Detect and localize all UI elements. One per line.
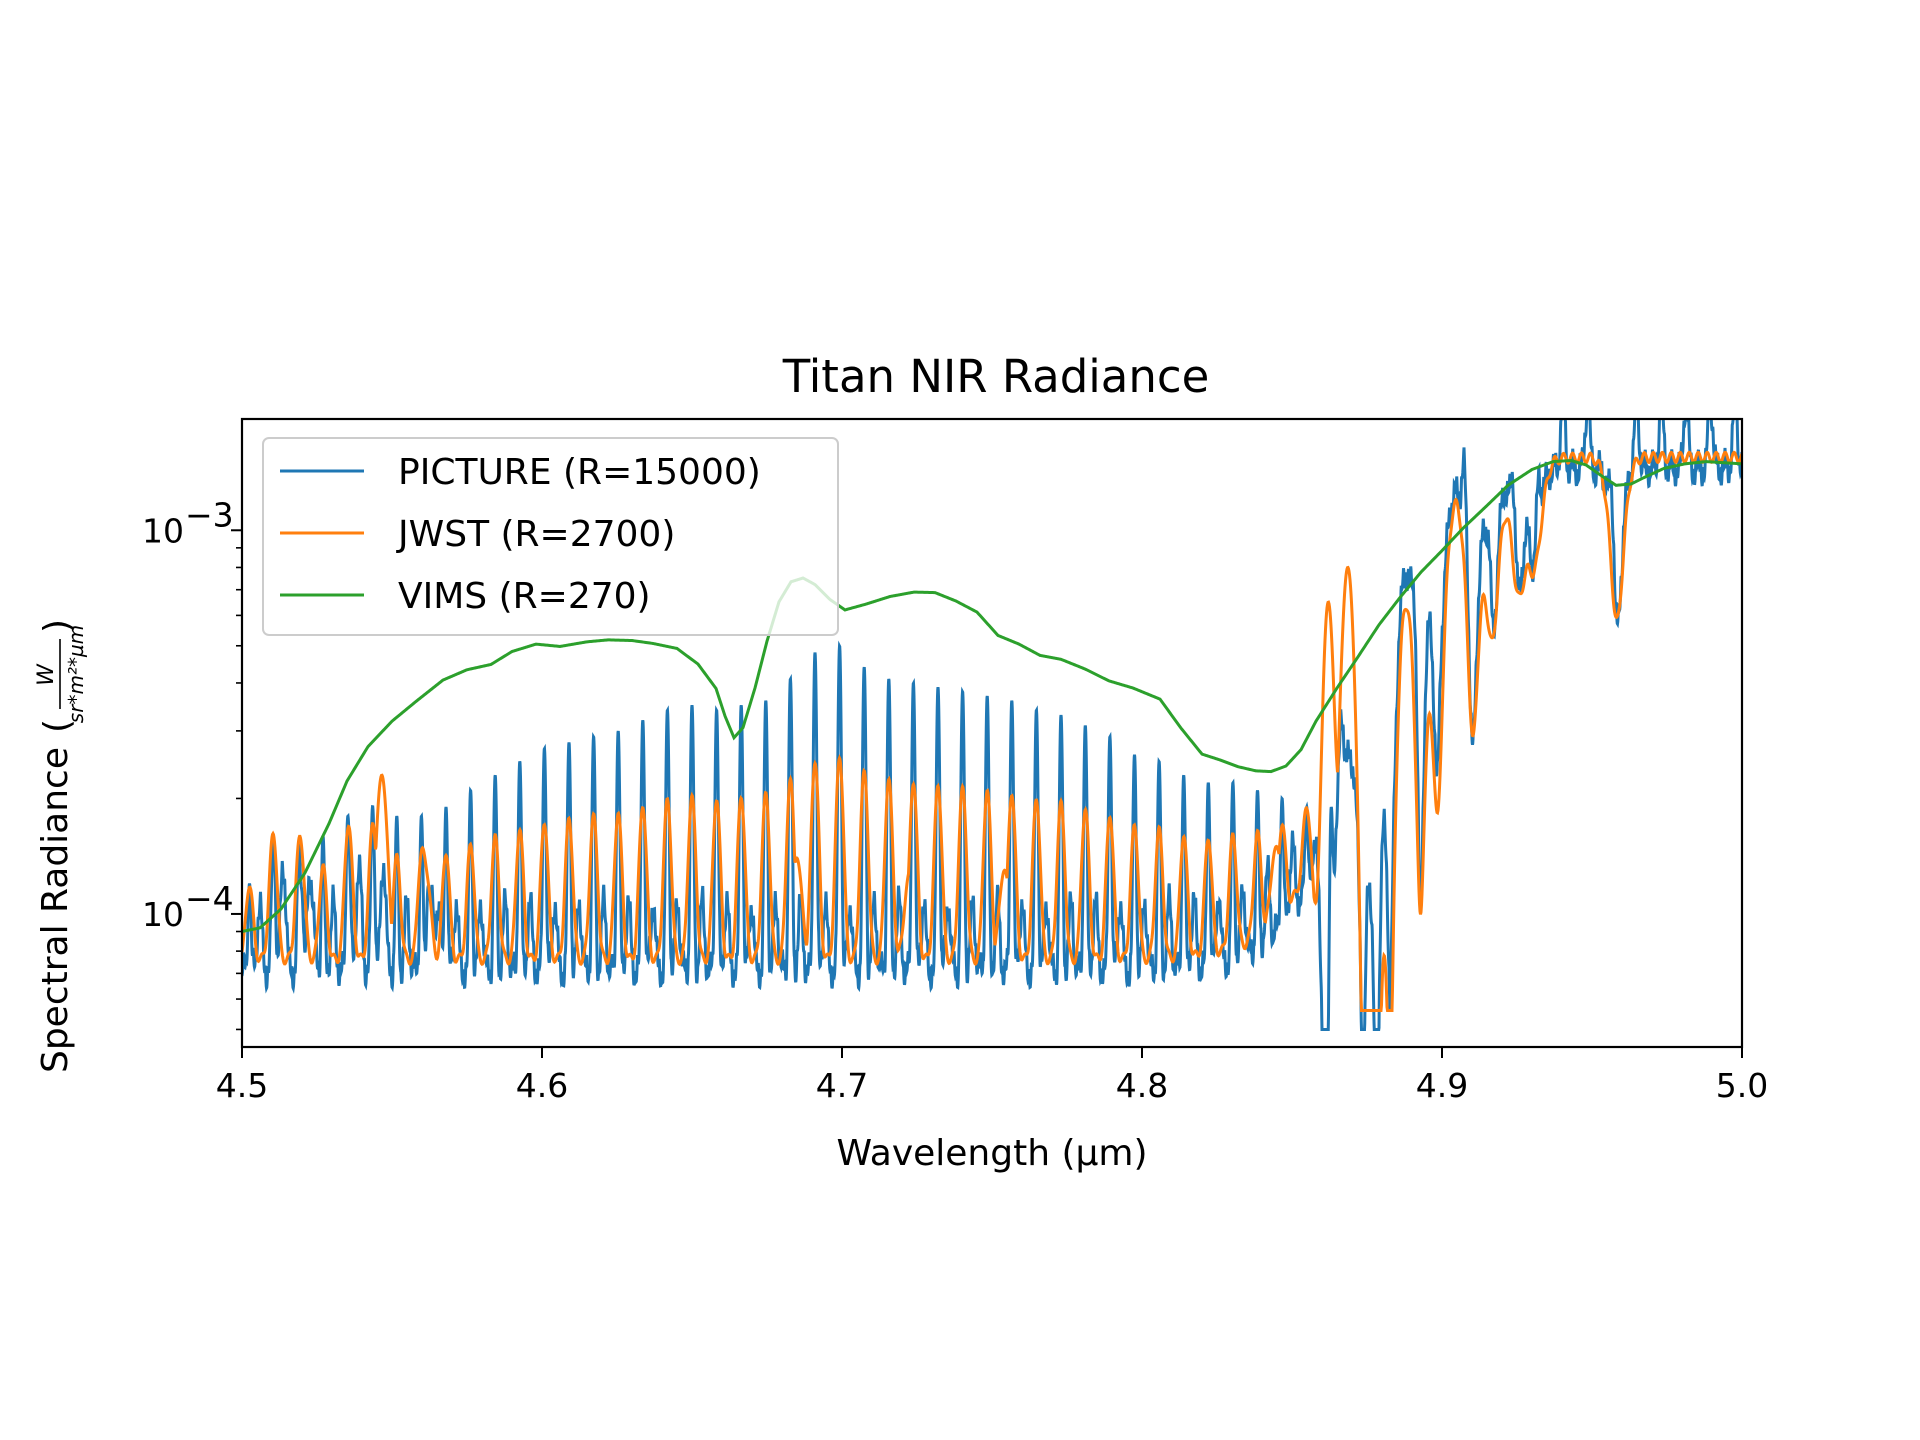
legend-label-jwst: JWST (R=2700)	[396, 514, 675, 555]
y-tick-label-exponent: −3	[185, 495, 234, 534]
x-tick-label: 4.9	[1416, 1066, 1468, 1105]
x-tick-label: 4.8	[1116, 1066, 1168, 1105]
legend: PICTURE (R=15000) JWST (R=2700) VIMS (R=…	[262, 437, 839, 636]
y-axis-label-group: Spectral Radiance ( W sr*m²*µm )	[34, 619, 88, 1073]
y-axis-unit-close: )	[37, 619, 78, 633]
y-axis-unit-open: (	[37, 719, 78, 733]
legend-label-picture: PICTURE (R=15000)	[398, 452, 761, 493]
series-line-jwst	[242, 450, 1742, 1013]
y-axis-label: Spectral Radiance	[35, 747, 76, 1073]
chart-title: Titan NIR Radiance	[782, 350, 1210, 403]
x-tick-label: 4.6	[516, 1066, 568, 1105]
plot-area	[242, 419, 1742, 1031]
x-tick-label: 4.7	[816, 1066, 868, 1105]
y-axis-unit-denominator: sr*m²*µm	[64, 625, 88, 723]
x-tick-label: 4.5	[216, 1066, 268, 1105]
series-line-picture	[242, 419, 1742, 1031]
y-tick-label-exponent: −4	[185, 879, 234, 918]
legend-label-vims: VIMS (R=270)	[398, 576, 651, 617]
y-axis-unit-numerator: W	[34, 663, 59, 686]
y-axis: 10−410−3	[142, 495, 242, 1031]
legend-box	[262, 437, 839, 636]
y-tick-label: 10	[142, 511, 184, 550]
x-axis: 4.5 4.6 4.7 4.8 4.9 5.0	[216, 1047, 1768, 1105]
plot-frame	[240, 417, 1744, 1049]
x-axis-label: Wavelength (µm)	[836, 1133, 1147, 1174]
x-tick-label: 5.0	[1716, 1066, 1768, 1105]
series-line-vims	[242, 458, 1742, 933]
y-tick-label: 10	[142, 895, 184, 934]
